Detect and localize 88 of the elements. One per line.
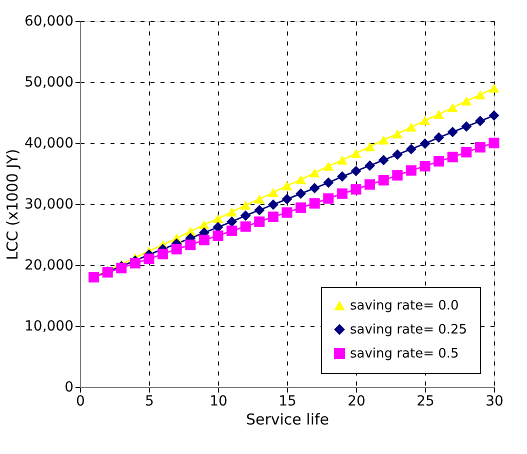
point — [447, 126, 458, 138]
point — [158, 248, 168, 260]
y-tick-label: 50,000 — [24, 74, 74, 90]
point — [212, 230, 224, 241]
point — [282, 207, 292, 218]
point — [254, 216, 265, 227]
point — [447, 152, 458, 162]
point — [268, 199, 278, 210]
point — [240, 200, 251, 210]
point — [474, 90, 486, 100]
point — [378, 154, 389, 166]
point — [434, 132, 444, 143]
point — [406, 122, 416, 132]
point — [350, 166, 362, 176]
point — [420, 138, 430, 149]
point — [144, 254, 154, 264]
y-tick-label: 40,000 — [24, 136, 74, 152]
point — [171, 244, 182, 254]
legend-label: saving rate= 0.25 — [350, 322, 468, 338]
point — [350, 148, 362, 158]
point — [434, 110, 444, 119]
y-axis-title: LCC (x1000 JY) — [4, 148, 22, 260]
point — [392, 129, 403, 138]
point — [488, 84, 500, 93]
point — [364, 142, 376, 152]
point — [185, 240, 196, 250]
point — [240, 210, 251, 221]
point — [323, 177, 334, 188]
point — [254, 194, 265, 204]
point — [474, 116, 486, 126]
point — [364, 179, 376, 190]
point — [488, 110, 500, 121]
point — [282, 181, 292, 190]
point — [226, 216, 238, 227]
point — [254, 204, 265, 216]
point — [392, 149, 403, 160]
point — [406, 165, 416, 176]
point — [296, 175, 306, 184]
point — [296, 202, 306, 213]
x-tick-label: 5 — [145, 394, 154, 410]
point — [420, 160, 430, 172]
x-tick-label: 0 — [76, 394, 85, 410]
y-tick-label: 0 — [64, 380, 74, 396]
point — [226, 226, 238, 236]
point — [336, 156, 348, 165]
point — [461, 121, 472, 132]
point — [323, 162, 334, 171]
point — [474, 142, 486, 153]
y-tick-label: 60,000 — [24, 14, 74, 30]
y-tick-label: 10,000 — [24, 318, 74, 334]
point — [434, 156, 444, 167]
point — [406, 144, 416, 154]
point — [364, 160, 376, 171]
point — [309, 198, 320, 209]
x-tick-label: 15 — [278, 394, 296, 410]
point — [268, 212, 278, 222]
point — [336, 188, 348, 199]
x-tick-label: 10 — [210, 394, 228, 410]
point — [226, 207, 238, 216]
point — [336, 171, 348, 182]
point — [350, 184, 362, 195]
legend-label: saving rate= 0.0 — [350, 298, 459, 314]
point — [296, 188, 306, 199]
point — [378, 174, 389, 186]
point — [212, 214, 224, 224]
point — [198, 220, 210, 230]
x-tick-label: 20 — [348, 394, 366, 410]
x-tick-label: 30 — [486, 394, 504, 410]
point — [488, 138, 500, 148]
x-tick-label: 25 — [416, 394, 434, 410]
y-tick-label: 20,000 — [24, 258, 74, 274]
point — [240, 221, 251, 232]
point — [392, 170, 403, 181]
point — [420, 116, 430, 125]
point — [198, 234, 210, 246]
y-tick-label: 30,000 — [24, 196, 74, 212]
point — [378, 135, 389, 144]
point — [309, 182, 320, 194]
point — [447, 103, 458, 112]
point — [461, 96, 472, 106]
point — [268, 188, 278, 197]
point — [461, 146, 472, 158]
legend-label: saving rate= 0.5 — [350, 346, 459, 362]
point — [323, 193, 334, 204]
point — [309, 168, 320, 178]
x-axis-title: Service life — [246, 410, 330, 428]
point — [130, 258, 140, 268]
point — [282, 194, 292, 204]
